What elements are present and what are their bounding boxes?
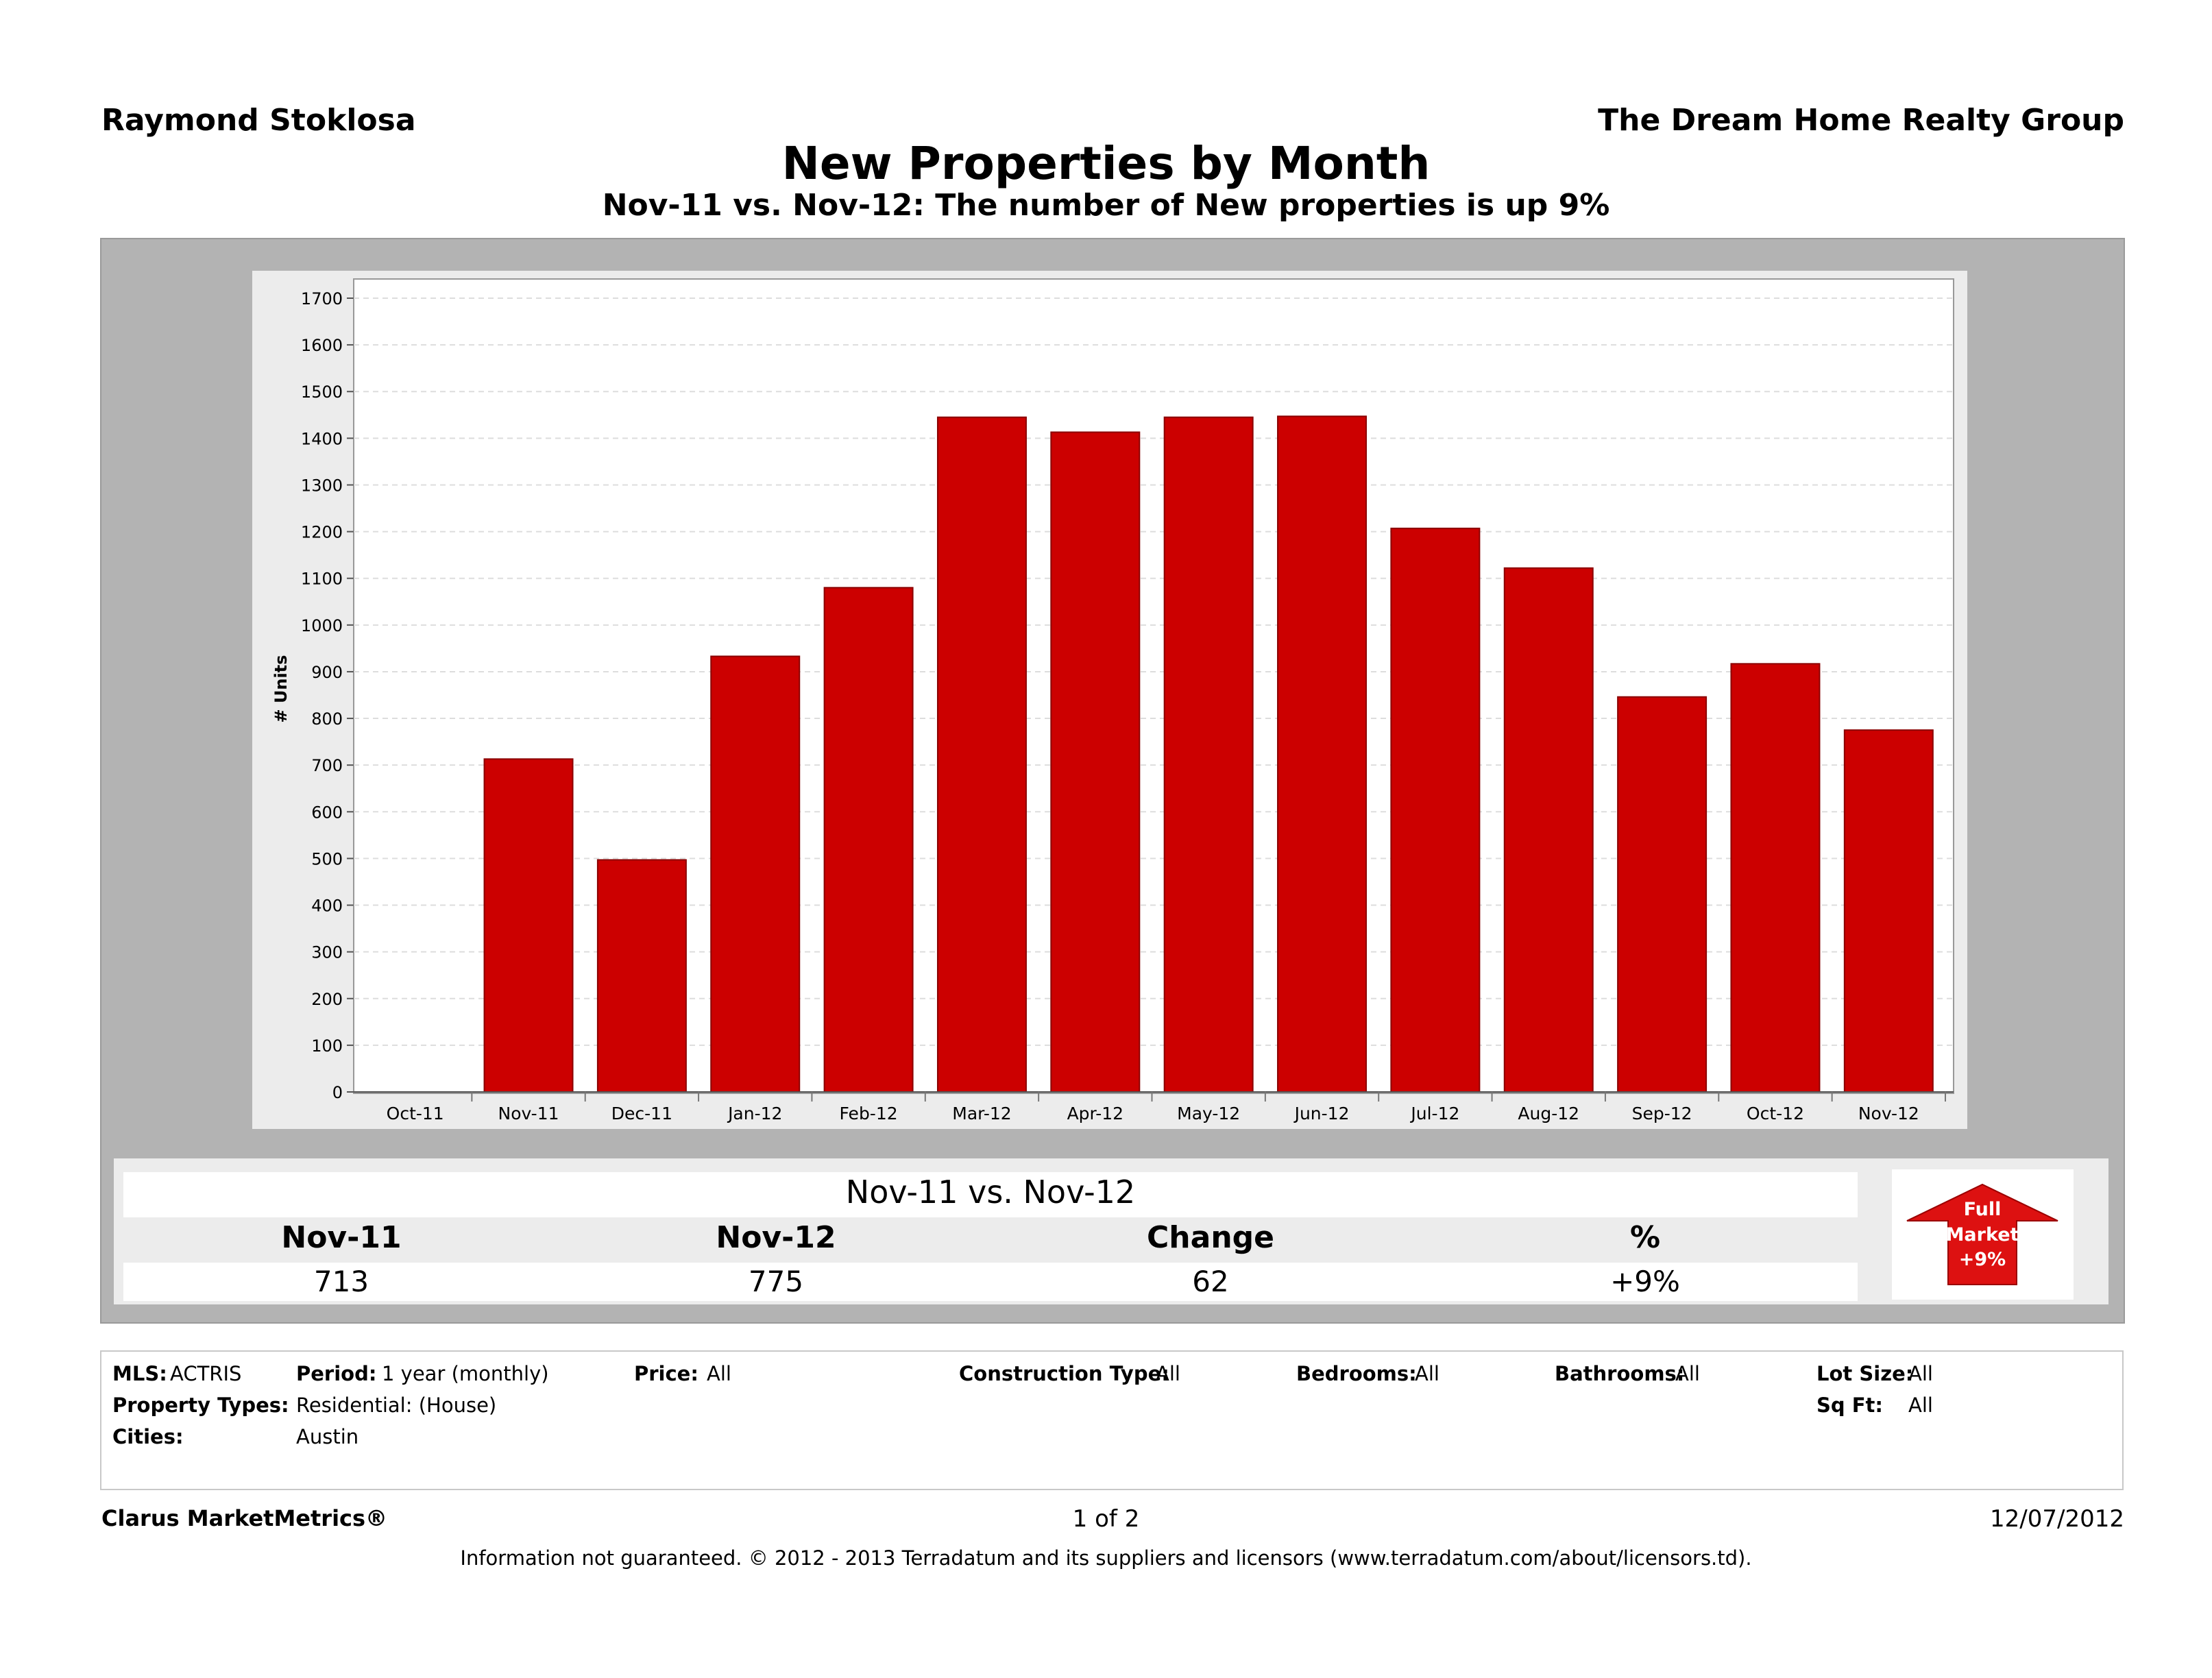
x-tick-label: Jul-12 <box>1409 1104 1459 1123</box>
y-tick-label: 1300 <box>301 476 343 495</box>
bars <box>483 415 1934 1093</box>
stat-value-nov11: 713 <box>313 1265 369 1298</box>
x-tick-label: Dec-11 <box>611 1104 672 1123</box>
x-tick-label: Apr-12 <box>1067 1104 1123 1123</box>
sqft-value: All <box>1908 1394 1933 1417</box>
disclaimer: Information not guaranteed. © 2012 - 201… <box>460 1546 1752 1570</box>
x-tick-label: Sep-12 <box>1632 1104 1692 1123</box>
bar-mar-12 <box>936 416 1027 1093</box>
y-tick-label: 1200 <box>301 523 343 542</box>
y-tick-label: 500 <box>311 849 343 868</box>
comparison-title: Nov-11 vs. Nov-12 <box>845 1174 1136 1211</box>
bar-feb-12 <box>823 587 914 1093</box>
bar-nov-11 <box>483 758 574 1093</box>
y-axis-ticks: 0 100 200 300 400 500 600 700 800 900 1000 1100 1200… <box>301 289 354 1102</box>
bar-may-12 <box>1163 416 1254 1093</box>
bar-sep-12 <box>1617 696 1707 1093</box>
y-tick-label: 200 <box>311 990 343 1009</box>
y-tick-label: 1000 <box>301 616 343 635</box>
y-tick-label: 400 <box>311 897 343 916</box>
sqft-label: Sq Ft: <box>1816 1394 1884 1417</box>
price-label: Price: <box>634 1362 698 1385</box>
bathrooms-label: Bathrooms: <box>1555 1362 1685 1385</box>
bar-dec-11 <box>596 859 687 1093</box>
y-tick-label: 1500 <box>301 382 343 402</box>
bar-nov-12 <box>1843 729 1934 1093</box>
badge-line-2: Market <box>1946 1224 2019 1245</box>
y-tick-label: 100 <box>311 1036 343 1056</box>
bedrooms-value: All <box>1415 1362 1439 1385</box>
y-tick-label: 0 <box>332 1083 343 1102</box>
x-tick-label: Jan-12 <box>727 1104 782 1123</box>
stat-value-percent: +9% <box>1610 1265 1680 1298</box>
y-tick-label: 800 <box>311 709 343 729</box>
page-title: New Properties by Month <box>781 137 1431 190</box>
bar-jun-12 <box>1277 415 1368 1093</box>
up-arrow-icon: Full Market +9% <box>1906 1183 2058 1285</box>
price-value: All <box>707 1362 731 1385</box>
comparison-values-strip <box>123 1263 1858 1301</box>
stat-label-change: Change <box>1147 1220 1274 1255</box>
filter-criteria-box <box>100 1350 2124 1490</box>
construction-value: All <box>1156 1362 1180 1385</box>
plot-area <box>353 278 1954 1094</box>
lotsize-label: Lot Size: <box>1816 1362 1914 1385</box>
x-tick-label: Oct-12 <box>1747 1104 1804 1123</box>
bar-apr-12 <box>1050 431 1141 1093</box>
page-number: 1 of 2 <box>1072 1505 1140 1533</box>
y-tick-label: 1100 <box>301 570 343 589</box>
bar-oct-12 <box>1730 663 1821 1093</box>
x-tick-label: Oct-11 <box>387 1104 444 1123</box>
x-tick-label: May-12 <box>1177 1104 1240 1123</box>
y-tick-label: 1400 <box>301 429 343 448</box>
footer-brand: Clarus MarketMetrics® <box>101 1505 388 1531</box>
mls-label: MLS: <box>112 1362 167 1385</box>
y-tick-label: 300 <box>311 943 343 962</box>
y-tick-label: 600 <box>311 803 343 822</box>
x-axis-ticks: Oct-11 Nov-11 Dec-11 Jan-12 Feb-12 Mar-12 Apr-… <box>354 1091 1954 1123</box>
construction-label: Construction Type: <box>959 1362 1169 1385</box>
report-date: 12/07/2012 <box>1990 1505 2124 1533</box>
mls-value: ACTRIS <box>170 1362 242 1385</box>
period-value: 1 year (monthly) <box>382 1362 549 1385</box>
stat-value-nov12: 775 <box>748 1265 804 1298</box>
bar-jan-12 <box>710 655 801 1093</box>
page-subtitle: Nov-11 vs. Nov-12: The number of New pro… <box>602 188 1610 223</box>
company-name: The Dream Home Realty Group <box>1598 103 2124 138</box>
gridlines <box>354 297 1954 1093</box>
badge-line-1: Full <box>1964 1199 2002 1220</box>
bathrooms-value: All <box>1675 1362 1700 1385</box>
stat-label-nov12: Nov-12 <box>716 1220 836 1255</box>
x-tick-label: Feb-12 <box>840 1104 898 1123</box>
stat-label-percent: % <box>1629 1220 1661 1255</box>
lotsize-value: All <box>1908 1362 1933 1385</box>
bar-chart: 0 100 200 300 400 500 600 700 800 900 1000 1100 1200… <box>271 278 1954 1123</box>
stat-value-change: 62 <box>1192 1265 1229 1298</box>
property-types-label: Property Types: <box>112 1394 289 1417</box>
bedrooms-label: Bedrooms: <box>1296 1362 1417 1385</box>
x-tick-label: Jun-12 <box>1293 1104 1350 1123</box>
agent-name: Raymond Stoklosa <box>101 103 416 138</box>
bar-aug-12 <box>1503 567 1594 1093</box>
y-axis-label: # Units <box>271 655 291 722</box>
y-tick-label: 900 <box>311 663 343 682</box>
x-tick-label: Nov-11 <box>498 1104 559 1123</box>
x-tick-label: Nov-12 <box>1858 1104 1919 1123</box>
y-tick-label: 700 <box>311 756 343 775</box>
period-label: Period: <box>296 1362 377 1385</box>
y-tick-label: 1700 <box>301 289 343 308</box>
cities-label: Cities: <box>112 1425 184 1448</box>
comparison-title-strip <box>123 1172 1858 1217</box>
stat-label-nov11: Nov-11 <box>281 1220 402 1255</box>
y-tick-label: 1600 <box>301 336 343 355</box>
x-tick-label: Mar-12 <box>952 1104 1011 1123</box>
cities-value: Austin <box>296 1425 359 1448</box>
x-tick-label: Aug-12 <box>1518 1104 1579 1123</box>
bar-jul-12 <box>1390 527 1481 1093</box>
badge-line-3: +9% <box>1959 1249 2006 1270</box>
property-types-value: Residential: (House) <box>296 1394 497 1417</box>
